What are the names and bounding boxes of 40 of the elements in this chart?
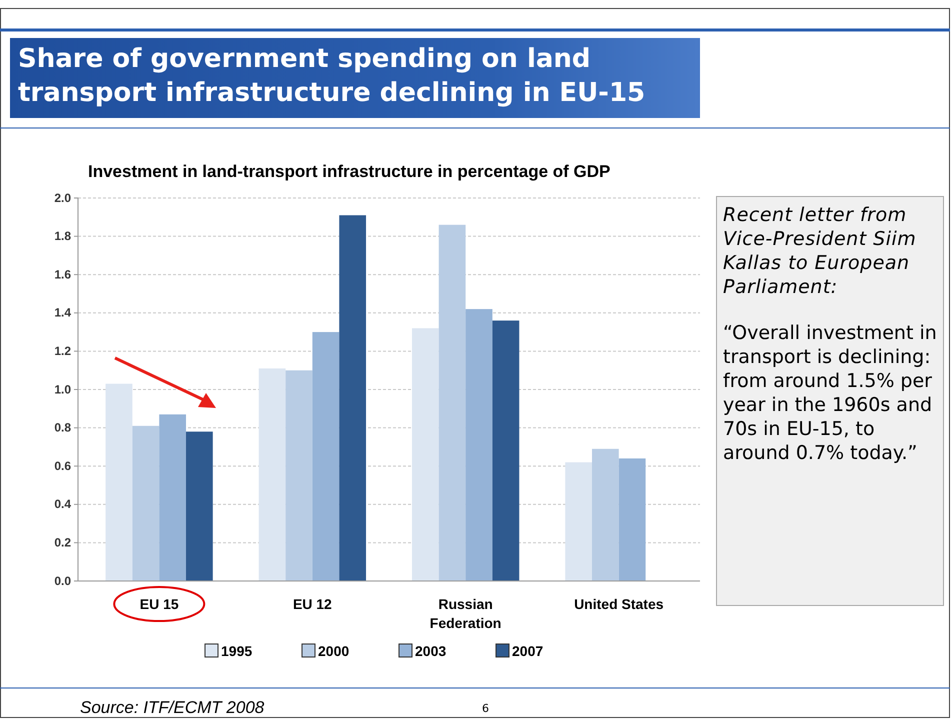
bar <box>466 309 492 581</box>
x-tick-label: Russian Federation <box>430 596 502 631</box>
bar <box>492 320 520 581</box>
y-tick-label: 0.6 <box>54 458 72 473</box>
bar <box>592 448 619 581</box>
text: “Overall investment in transport is declining: from around 1.5% per year in the 1960s and 70s in EU-15, to around 0.7% today.” <box>723 321 937 465</box>
y-tick-label: 0.4 <box>54 497 72 512</box>
chart-subtitle: Investment in land-transport infrastructure in percentage of GDP <box>88 162 610 181</box>
y-tick-label: 1.0 <box>54 382 72 396</box>
chart-title: Share of government spending on land transport infrastructure declining in EU-15 <box>10 38 700 118</box>
source-note: Source: ITF/ECMT 2008 <box>80 698 264 718</box>
bar <box>186 432 213 581</box>
legend-label: 2007 <box>512 643 544 659</box>
bar <box>339 215 366 581</box>
bar <box>438 224 466 581</box>
bar <box>258 368 286 581</box>
bar <box>106 384 132 581</box>
y-tick-label: 0.0 <box>54 574 72 588</box>
bar <box>159 414 186 581</box>
y-tick-label: 0.2 <box>54 536 72 550</box>
legend-label: 2003 <box>415 643 446 659</box>
y-tick-label: 1.2 <box>54 344 72 358</box>
y-tick-label: 1.4 <box>54 306 72 320</box>
x-tick-label: United States <box>574 596 664 612</box>
x-tick-label: EU 12 <box>292 596 332 612</box>
bar <box>565 462 592 581</box>
legend-label: 1995 <box>221 643 252 659</box>
y-tick-label: 2.0 <box>54 190 72 205</box>
y-tick-label: 1.8 <box>54 229 72 244</box>
y-tick-label: 0.8 <box>54 420 72 435</box>
bar <box>618 458 646 581</box>
text: Recent letter from Vice-President Siim Kallas to European Parliament: <box>723 203 918 299</box>
x-tick-label: EU 15 <box>140 596 179 612</box>
bar <box>412 328 439 581</box>
legend-label: 2000 <box>318 643 350 659</box>
bar <box>132 426 160 581</box>
y-tick-label: 1.6 <box>54 267 72 282</box>
bar <box>286 370 312 581</box>
text: 6 <box>482 702 489 715</box>
bar <box>312 332 340 581</box>
